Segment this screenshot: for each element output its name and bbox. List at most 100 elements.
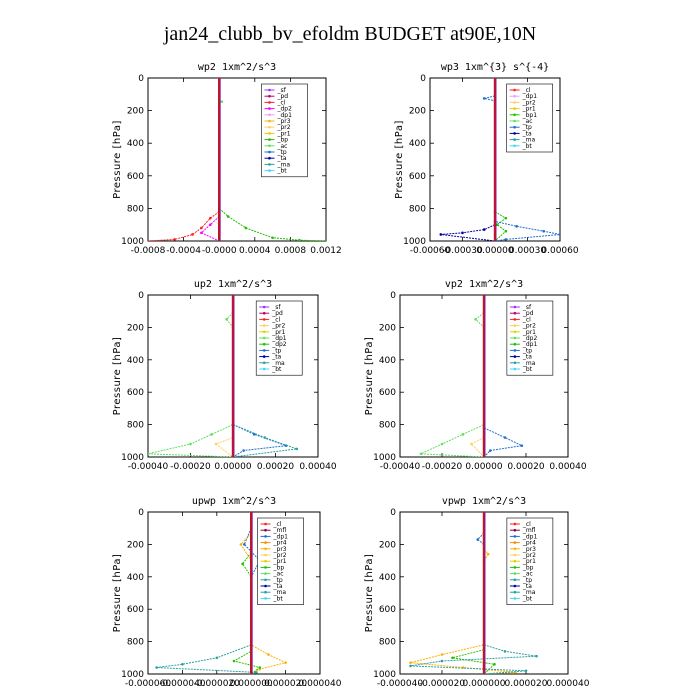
series-group	[439, 78, 560, 241]
y-tick-label: 200	[127, 323, 144, 333]
y-tick-label: 0	[420, 74, 426, 84]
y-tick-label: 0	[138, 291, 144, 301]
legend-marker	[513, 342, 517, 346]
legend-marker	[513, 349, 517, 352]
legend-marker	[513, 597, 517, 600]
legend-marker	[513, 336, 517, 340]
panel-title: up2 1xm^2/s^3	[194, 279, 272, 290]
legend-marker	[513, 584, 517, 588]
legend-marker	[513, 305, 517, 309]
series-point	[440, 442, 444, 446]
legend-entry: _ta	[522, 130, 532, 137]
x-tick-label: 0.000040	[299, 679, 342, 689]
series-point	[148, 239, 150, 241]
legend-marker	[268, 94, 271, 98]
x-tick-label: -0.00030	[442, 246, 483, 256]
legend-entry: _bp	[522, 564, 534, 571]
legend-entry: _bp	[276, 137, 288, 144]
legend-entry: _ma	[522, 137, 536, 144]
legend-entry: _ta	[522, 354, 532, 361]
legend-entry: _dp1	[273, 533, 289, 540]
series-point	[220, 100, 224, 103]
legend-entry: _pr3	[522, 546, 536, 553]
legend-entry: _pr3	[276, 118, 290, 125]
series-point	[226, 215, 230, 218]
legend-entry: _ta	[271, 354, 281, 361]
legend-marker	[268, 150, 271, 154]
x-tick-label: -0.00020	[170, 462, 211, 472]
y-tick-label: 800	[127, 204, 144, 214]
legend-entry: _dp1	[522, 93, 538, 100]
series-point	[504, 238, 508, 241]
legend-entry: _pr2	[522, 323, 536, 330]
series-point	[440, 659, 444, 663]
series-line-dp1	[148, 312, 234, 457]
series-point	[252, 433, 256, 436]
series-point	[474, 318, 477, 321]
x-tick-label: 0.000020	[264, 679, 307, 689]
legend-marker	[268, 125, 271, 129]
legend: _cl_mfl_dp1_pr4_pr3_pr2_pr1_bp_ac_tp_ta_…	[506, 517, 554, 605]
series-point	[189, 442, 192, 446]
legend-marker	[513, 88, 516, 92]
legend-entry: _dp1	[522, 533, 538, 540]
y-tick-label: 600	[379, 605, 396, 615]
legend-marker	[264, 522, 267, 526]
y-tick-label: 200	[379, 540, 396, 550]
x-tick-label: -0.000060	[125, 679, 171, 689]
x-tick-label: 0.00000	[476, 246, 513, 256]
legend-entry: _tp	[522, 124, 532, 131]
y-tick-label: 600	[379, 388, 396, 398]
legend-marker	[268, 119, 271, 123]
x-tick-label: -0.000020	[194, 679, 240, 689]
series-point	[535, 654, 538, 658]
legend-entry: _cl	[522, 87, 531, 94]
legend-entry: _dp2	[522, 335, 538, 342]
series-line-dp2	[420, 312, 485, 457]
series-point	[239, 543, 243, 546]
x-tick-label: 0.00040	[299, 462, 336, 472]
legend-entry: _pr1	[522, 106, 536, 113]
x-tick-label: 0.00040	[549, 462, 586, 472]
series-point	[271, 236, 274, 240]
series-point	[461, 433, 465, 436]
legend: _sf_pd_cl_dp2_dp1_pr3_pr2_pr1_bp_ac_tp_t…	[261, 83, 308, 178]
legend-marker	[513, 318, 517, 321]
legend-marker	[268, 169, 271, 172]
legend-marker	[262, 311, 266, 315]
legend-marker	[513, 541, 517, 544]
legend-marker	[513, 559, 517, 563]
y-axis-label: Pressure [hPa]	[364, 554, 375, 633]
legend-entry: _tp	[271, 347, 281, 354]
legend-entry: _ma	[271, 360, 285, 367]
panel-4: vp2 1xm^2/s^3 0 200 400 600 800 1000-0.00040 -0…	[364, 279, 587, 472]
legend-marker	[262, 355, 266, 358]
legend-entry: _cl	[522, 521, 531, 528]
legend-entry: _mfl	[522, 527, 536, 534]
figure-title: jan24_clubb_bv_efoldm BUDGET at90E,10N	[163, 23, 536, 45]
legend-entry: _bt	[522, 595, 533, 602]
y-tick-label: 800	[409, 204, 426, 214]
series-point	[489, 449, 492, 452]
legend-entry: _pr4	[522, 540, 536, 547]
y-tick-label: 800	[127, 421, 144, 431]
x-tick-label: 0.0008	[275, 246, 307, 256]
legend-entry: _pr2	[522, 552, 536, 559]
y-tick-label: 200	[127, 540, 144, 550]
legend-marker	[262, 336, 266, 340]
legend-entry: _tp	[273, 577, 283, 584]
legend-marker	[262, 330, 266, 334]
legend: _cl_dp1_pr2_pr1_bp1_ac_tp_ta_ma_bt	[506, 83, 553, 153]
series-point	[439, 233, 443, 236]
legend-entry: _mfl	[273, 527, 287, 534]
legend-entry: _pd	[276, 93, 288, 100]
legend-entry: _dp1	[522, 341, 538, 348]
series-point	[298, 238, 301, 241]
series-point	[482, 228, 486, 231]
y-tick-label: 0	[138, 508, 144, 518]
series-point	[209, 223, 212, 226]
y-tick-label: 400	[127, 139, 144, 149]
series-point	[244, 226, 248, 230]
